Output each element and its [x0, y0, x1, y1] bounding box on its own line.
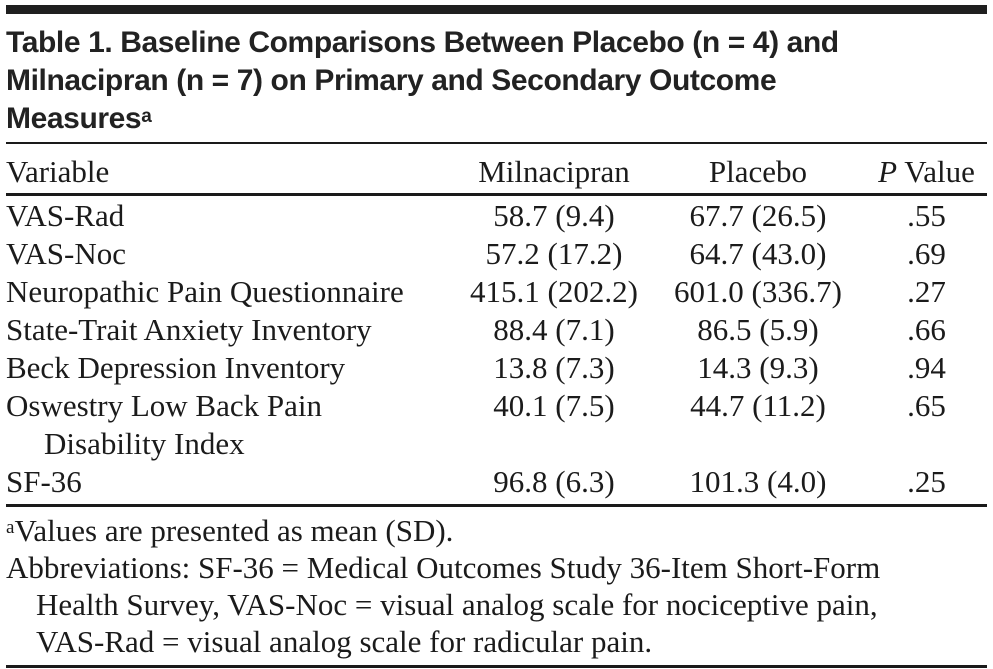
- table-row-beck: Beck Depression Inventory 13.8 (7.3) 14.…: [6, 349, 987, 387]
- table-title-measures: Measures: [6, 102, 142, 135]
- rule-under-header: [6, 193, 987, 196]
- table-title-line1: Table 1. Baseline Comparisons Between Pl…: [6, 26, 839, 59]
- placebo-cell: 64.7 (43.0): [689, 236, 827, 271]
- variable-cell: Oswestry Low Back Pain Disability Index: [6, 387, 458, 463]
- p-value-cell: .27: [907, 274, 946, 309]
- p-value-cell: .69: [907, 236, 946, 271]
- milnacipran-cell: 40.1 (7.5): [493, 388, 615, 423]
- variable-cell: Beck Depression Inventory: [6, 350, 346, 385]
- variable-cell: Neuropathic Pain Questionnaire: [6, 274, 404, 309]
- table-footnotes: aValues are presented as mean (SD). Abbr…: [6, 512, 987, 660]
- placebo-cell: 14.3 (9.3): [697, 350, 819, 385]
- footnote-abbrev-line2: Health Survey, VAS-Noc = visual analog s…: [36, 587, 878, 622]
- milnacipran-cell: 58.7 (9.4): [493, 198, 615, 233]
- variable-cell: State-Trait Anxiety Inventory: [6, 312, 372, 347]
- variable-line2: Disability Index: [44, 426, 245, 461]
- placebo-cell: 67.7 (26.5): [689, 198, 827, 233]
- rule-under-title: [6, 142, 987, 144]
- placebo-cell: 44.7 (11.2): [690, 388, 826, 423]
- p-value-cell: .65: [907, 388, 946, 423]
- table-body: VAS-Rad 58.7 (9.4) 67.7 (26.5) .55 VAS-N…: [6, 196, 987, 504]
- header-p-rest: Value: [904, 154, 975, 189]
- footnote-values-text: Values are presented as mean (SD).: [14, 513, 454, 548]
- milnacipran-cell: 96.8 (6.3): [493, 464, 615, 499]
- footnote-abbrev-line3: VAS-Rad = visual analog scale for radicu…: [36, 624, 653, 659]
- header-variable: Variable: [6, 154, 110, 189]
- rule-above-footnotes: [6, 504, 987, 507]
- table-bottom-rule: [6, 665, 987, 668]
- variable-cell: SF-36: [6, 464, 82, 499]
- header-p-italic: P: [878, 154, 898, 189]
- footnote-abbrev-line1: Abbreviations: SF-36 = Medical Outcomes …: [6, 550, 881, 585]
- table-row-vas-rad: VAS-Rad 58.7 (9.4) 67.7 (26.5) .55: [6, 197, 987, 235]
- table-row-vas-noc: VAS-Noc 57.2 (17.2) 64.7 (43.0) .69: [6, 235, 987, 273]
- table-title-line3: Measuresa: [6, 100, 987, 138]
- p-value-cell: .25: [907, 464, 946, 499]
- milnacipran-cell: 57.2 (17.2): [485, 236, 623, 271]
- milnacipran-cell: 88.4 (7.1): [493, 312, 615, 347]
- variable-cell: VAS-Noc: [6, 236, 126, 271]
- placebo-cell: 601.0 (336.7): [674, 274, 842, 309]
- table-title-footnote-marker: a: [141, 106, 152, 127]
- p-value-cell: .66: [907, 312, 946, 347]
- table-row-neuropathic: Neuropathic Pain Questionnaire 415.1 (20…: [6, 273, 987, 311]
- variable-line1: Oswestry Low Back Pain: [6, 388, 322, 423]
- placebo-cell: 101.3 (4.0): [689, 464, 827, 499]
- table-header-row: Variable Milnacipran Placebo P Value: [6, 144, 987, 193]
- table-row-sf36: SF-36 96.8 (6.3) 101.3 (4.0) .25: [6, 463, 987, 501]
- header-milnacipran: Milnacipran: [478, 154, 630, 189]
- header-placebo: Placebo: [708, 154, 808, 189]
- footnote-marker-a: a: [6, 517, 15, 538]
- table-row-stai: State-Trait Anxiety Inventory 88.4 (7.1)…: [6, 311, 987, 349]
- table-top-bar: [6, 5, 987, 14]
- milnacipran-cell: 415.1 (202.2): [470, 274, 638, 309]
- p-value-cell: .94: [907, 350, 946, 385]
- table-row-oswestry: Oswestry Low Back Pain Disability Index …: [6, 387, 987, 463]
- footnote-values: aValues are presented as mean (SD).: [6, 512, 987, 549]
- placebo-cell: 86.5 (5.9): [697, 312, 819, 347]
- milnacipran-cell: 13.8 (7.3): [493, 350, 615, 385]
- header-p-value: P Value: [866, 153, 987, 191]
- variable-cell: VAS-Rad: [6, 198, 125, 233]
- p-value-cell: .55: [907, 198, 946, 233]
- table-title: Table 1. Baseline Comparisons Between Pl…: [6, 24, 987, 138]
- table-title-line2: Milnacipran (n = 7) on Primary and Secon…: [6, 64, 777, 97]
